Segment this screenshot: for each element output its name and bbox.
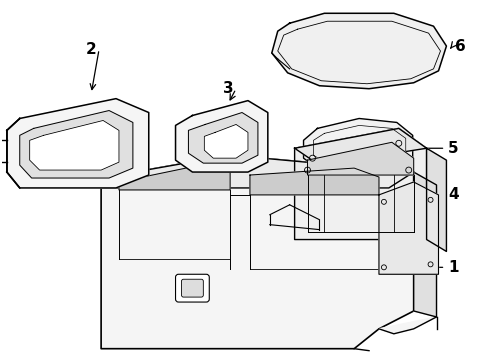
Polygon shape — [101, 155, 414, 188]
Polygon shape — [175, 100, 268, 172]
Polygon shape — [379, 317, 437, 334]
Polygon shape — [294, 129, 427, 165]
Polygon shape — [414, 172, 437, 317]
Polygon shape — [20, 111, 133, 178]
Polygon shape — [189, 113, 258, 163]
Text: 4: 4 — [448, 188, 459, 202]
FancyBboxPatch shape — [175, 274, 209, 302]
Polygon shape — [204, 125, 248, 158]
Text: 3: 3 — [223, 81, 233, 96]
Polygon shape — [379, 182, 439, 274]
Polygon shape — [294, 129, 427, 239]
Polygon shape — [308, 142, 414, 175]
Polygon shape — [119, 165, 230, 190]
Polygon shape — [272, 13, 446, 89]
Text: 5: 5 — [448, 141, 459, 156]
Text: 1: 1 — [448, 260, 459, 275]
Polygon shape — [314, 125, 406, 165]
Polygon shape — [303, 118, 413, 172]
Polygon shape — [250, 168, 379, 195]
Polygon shape — [30, 121, 119, 170]
Polygon shape — [427, 148, 446, 251]
Polygon shape — [7, 99, 149, 188]
Text: 2: 2 — [86, 41, 97, 57]
Polygon shape — [278, 21, 441, 84]
FancyBboxPatch shape — [181, 279, 203, 297]
Polygon shape — [101, 155, 414, 349]
Text: 6: 6 — [455, 39, 466, 54]
